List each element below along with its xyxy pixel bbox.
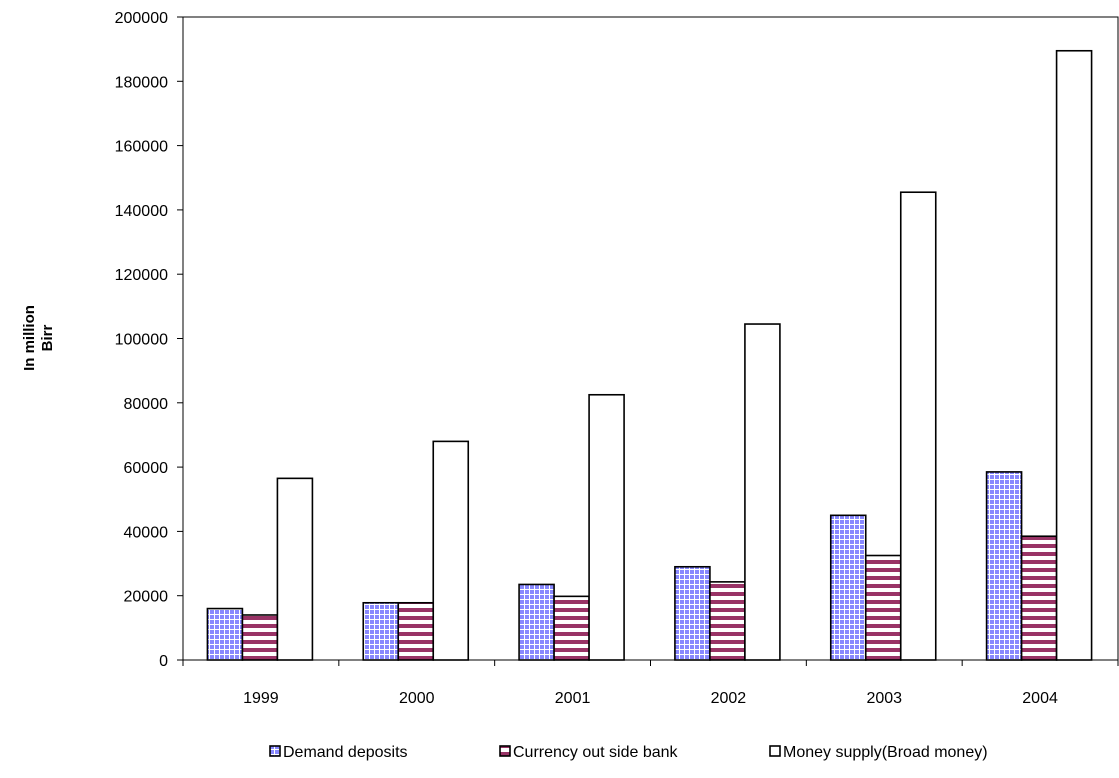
bar xyxy=(276,477,314,661)
bar xyxy=(588,393,625,661)
x-tick-label: 2000 xyxy=(399,690,435,707)
plot-frame xyxy=(182,16,1119,661)
y-tick-label: 20000 xyxy=(124,589,169,606)
y-tick-label: 160000 xyxy=(115,139,168,156)
legend: Demand deposits Currency out side bank Mon… xyxy=(269,744,988,761)
y-tick-label: 60000 xyxy=(124,460,169,477)
bar xyxy=(899,191,937,661)
legend-swatch xyxy=(269,745,281,757)
bar xyxy=(362,601,400,661)
bar xyxy=(206,607,244,661)
x-tick-label: 2003 xyxy=(866,690,902,707)
bar xyxy=(674,565,711,661)
y-tick-label: 40000 xyxy=(124,524,169,541)
y-tick-label: 140000 xyxy=(115,203,168,220)
bar xyxy=(829,514,867,661)
bar xyxy=(432,440,470,661)
bar xyxy=(744,323,781,661)
bar xyxy=(518,583,555,661)
legend-swatch xyxy=(769,745,781,757)
bar xyxy=(553,595,590,661)
plot-area: 0 20000 40000 60000 80000 100000 120000 140000 1… xyxy=(115,10,1119,707)
y-tick-label: 120000 xyxy=(115,267,168,284)
y-axis-label-line1: In million xyxy=(21,305,38,371)
y-tick-label: 180000 xyxy=(115,74,168,91)
legend-label: Currency out side bank xyxy=(513,744,679,761)
y-tick-label: 100000 xyxy=(115,332,168,349)
y-tick-label: 0 xyxy=(159,653,168,670)
bar xyxy=(397,601,435,661)
bar xyxy=(985,471,1023,661)
legend-label: Demand deposits xyxy=(283,744,408,761)
legend-swatch xyxy=(499,745,511,757)
bar xyxy=(864,554,902,661)
x-tick-label: 2002 xyxy=(711,690,747,707)
bar xyxy=(241,614,279,661)
x-tick-label: 1999 xyxy=(243,690,279,707)
y-axis-label-line2: Birr xyxy=(39,325,56,352)
legend-label: Money supply(Broad money) xyxy=(783,744,988,761)
bar xyxy=(1055,49,1093,661)
y-tick-label: 200000 xyxy=(115,10,168,27)
x-tick-label: 2001 xyxy=(555,690,591,707)
bar xyxy=(1020,535,1058,661)
y-tick-label: 80000 xyxy=(124,396,169,413)
x-tick-label: 2004 xyxy=(1022,690,1058,707)
bar xyxy=(709,581,746,661)
